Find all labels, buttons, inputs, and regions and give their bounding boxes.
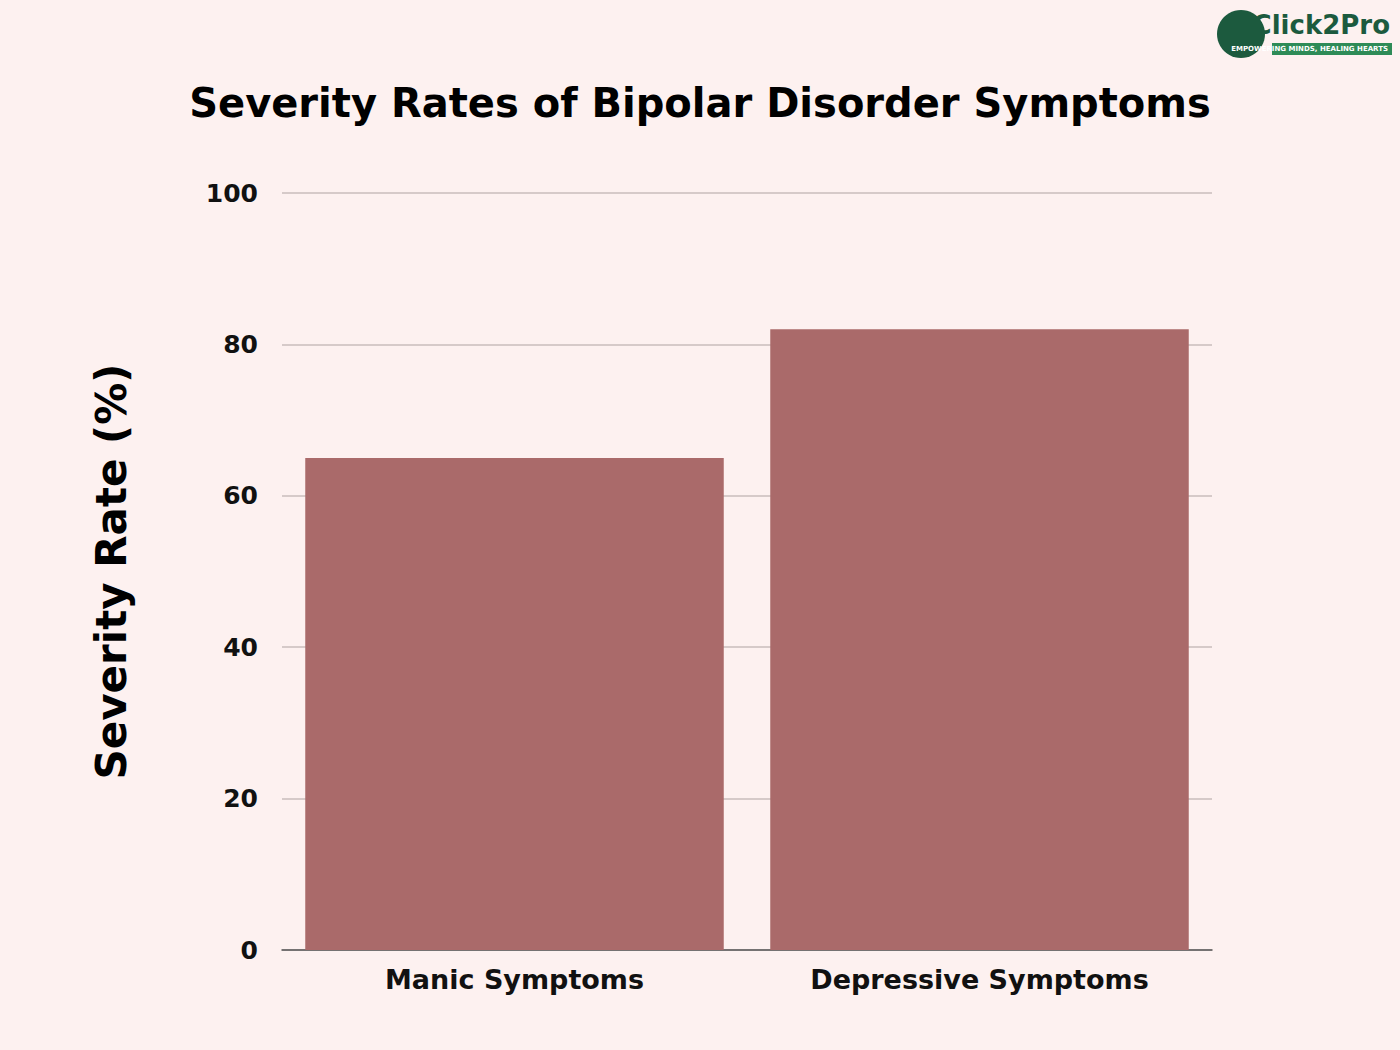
svg-text:Severity Rates of Bipolar Diso: Severity Rates of Bipolar Disorder Sympt… [189,80,1211,126]
svg-text:Manic Symptoms: Manic Symptoms [385,964,644,995]
svg-text:60: 60 [223,481,258,510]
svg-text:40: 40 [223,633,258,662]
svg-text:Depressive Symptoms: Depressive Symptoms [810,964,1149,995]
svg-text:Severity Rate (%): Severity Rate (%) [87,363,136,779]
svg-text:100: 100 [206,179,258,208]
svg-text:0: 0 [241,936,258,965]
svg-text:80: 80 [223,330,258,359]
svg-text:20: 20 [223,784,258,813]
svg-text:EMPOWERING MINDS, HEALING HEAR: EMPOWERING MINDS, HEALING HEARTS [1231,45,1388,53]
svg-text:Click2Pro: Click2Pro [1253,10,1390,40]
